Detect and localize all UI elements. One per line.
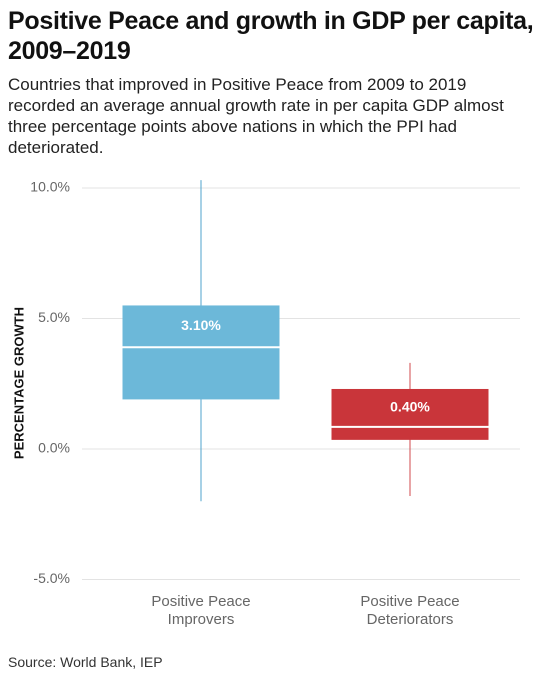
chart-title: Positive Peace and growth in GDP per cap… [8, 7, 534, 65]
x-tick-label: Positive Peace Improvers [151, 593, 251, 628]
y-tick-label: 10.0% [30, 179, 70, 195]
chart-subtitle: Countries that improved in Positive Peac… [8, 75, 504, 157]
y-tick-label: 5.0% [38, 309, 70, 325]
box [331, 388, 489, 440]
y-axis-title: PERCENTAGE GROWTH [11, 307, 26, 459]
box [122, 305, 280, 400]
x-tick-label: Positive Peace Deteriorators [360, 593, 460, 628]
box-label: 0.40% [390, 399, 430, 415]
y-tick-label: -5.0% [33, 570, 70, 586]
y-tick-label: 0.0% [38, 440, 70, 456]
source: Source: World Bank, IEP [8, 654, 163, 670]
box-label: 3.10% [181, 317, 221, 333]
